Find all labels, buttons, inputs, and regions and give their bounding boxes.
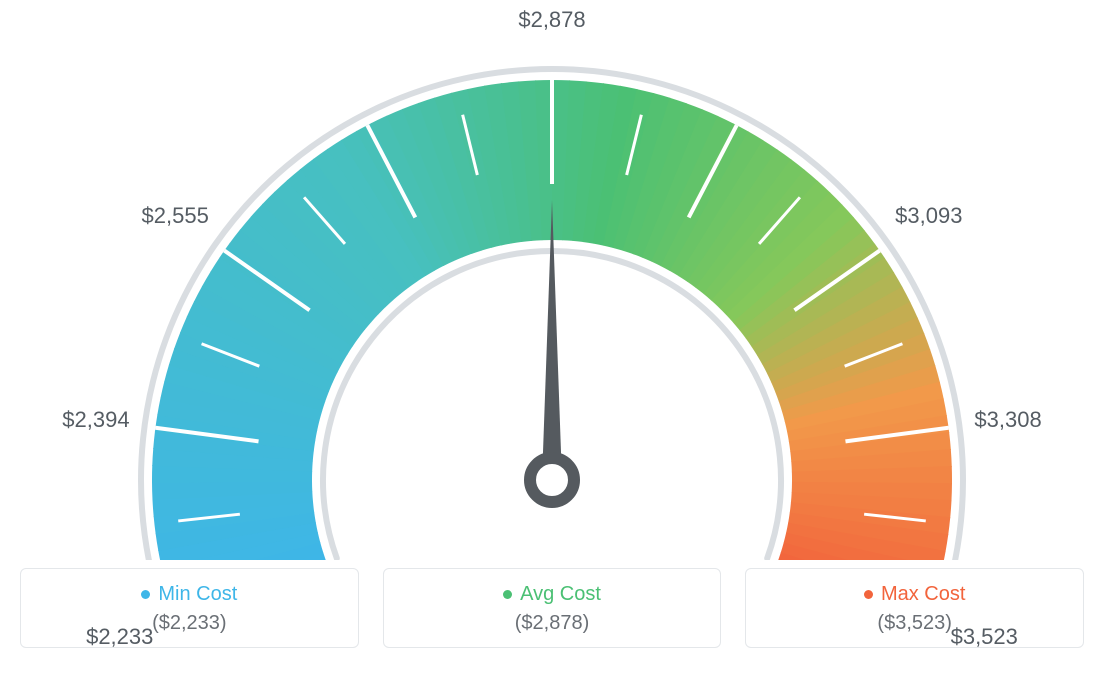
dot-icon — [141, 590, 150, 599]
dot-icon — [864, 590, 873, 599]
cost-gauge-chart: $2,233$2,394$2,555$2,878$3,093$3,308$3,5… — [20, 20, 1084, 648]
gauge-tick-label: $2,555 — [142, 203, 209, 229]
legend-row: Min Cost ($2,233) Avg Cost ($2,878) Max … — [20, 568, 1084, 648]
gauge-tick-label: $3,093 — [895, 203, 962, 229]
legend-label-text: Max Cost — [881, 583, 965, 605]
legend-card-avg: Avg Cost ($2,878) — [383, 568, 722, 648]
legend-label-text: Avg Cost — [520, 583, 601, 605]
legend-value: ($2,233) — [31, 612, 348, 635]
legend-card-min: Min Cost ($2,233) — [20, 568, 359, 648]
legend-label: Min Cost — [31, 583, 348, 606]
gauge-svg — [20, 20, 1084, 560]
legend-value: ($2,878) — [394, 612, 711, 635]
legend-value: ($3,523) — [756, 612, 1073, 635]
legend-label: Max Cost — [756, 583, 1073, 606]
dot-icon — [503, 590, 512, 599]
gauge-tick-label: $2,394 — [62, 407, 129, 433]
legend-card-max: Max Cost ($3,523) — [745, 568, 1084, 648]
gauge-tick-label: $2,233 — [86, 624, 153, 650]
gauge-tick-label: $3,523 — [951, 624, 1018, 650]
gauge-tick-label: $3,308 — [974, 407, 1041, 433]
gauge-tick-label: $2,878 — [518, 7, 585, 33]
gauge-area: $2,233$2,394$2,555$2,878$3,093$3,308$3,5… — [20, 20, 1084, 560]
legend-label: Avg Cost — [394, 583, 711, 606]
legend-label-text: Min Cost — [158, 583, 237, 605]
